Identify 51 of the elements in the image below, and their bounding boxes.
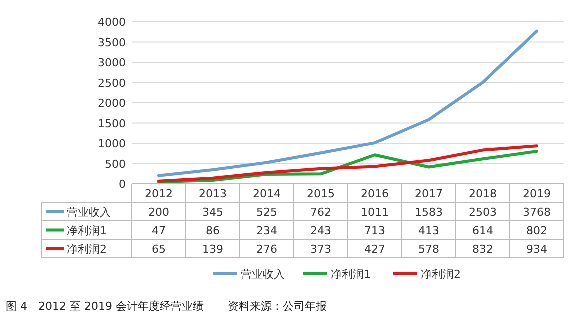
y-tick-label: 1500 [98,117,126,130]
data-label: 578 [418,243,440,256]
data-label: 525 [256,206,278,219]
y-tick-label: 0 [119,178,126,191]
text: 营业收入 [241,268,285,281]
data-label: 373 [310,243,332,256]
data-label: 762 [310,206,332,219]
x-tick-label: 2015 [307,188,335,200]
legend-label: 净利润1 [67,224,107,238]
x-tick-label: 2013 [199,188,227,200]
data-label: 427 [364,243,386,256]
data-label: 65 [152,243,166,256]
y-tick-label: 2500 [98,76,126,90]
y-tick-label: 500 [105,158,126,171]
y-tick-label: 4000 [98,16,126,29]
caption: 图 4 2012 至 2019 会计年度经营业绩 [6,300,204,313]
y-tick-label: 1000 [98,138,126,150]
data-label: 47 [152,224,166,238]
text: 资料来源：公司年报 [228,300,327,313]
data-label: 934 [526,243,548,256]
y-tick-label: 3500 [98,36,126,50]
x-tick-label: 2019 [523,188,551,200]
data-label: 86 [206,224,220,238]
legend-label: 营业收入 [67,206,111,219]
data-label: 1011 [361,206,389,219]
data-label: 614 [472,224,494,238]
y-tick-label: 3000 [98,56,126,70]
data-label: 139 [202,243,224,256]
data-label: 713 [364,224,386,238]
text: 净利润1 [331,268,371,281]
x-tick-label: 2016 [361,188,389,200]
data-label: 345 [202,206,224,219]
data-label: 200 [148,206,170,219]
y-tick-label: 2000 [98,97,126,110]
text: 净利润2 [421,268,461,281]
data-label: 832 [472,243,494,256]
data-label: 234 [256,224,278,238]
data-label: 243 [310,224,332,238]
data-label: 413 [418,224,440,238]
x-tick-label: 2014 [253,188,281,200]
data-label: 3768 [523,206,551,219]
x-tick-label: 2018 [469,188,497,200]
data-label: 2503 [469,206,497,219]
data-label: 276 [256,243,278,256]
data-label: 802 [526,224,548,238]
x-tick-label: 2012 [145,188,173,200]
legend-label: 净利润2 [67,243,107,256]
line-series [158,30,538,178]
x-tick-label: 2017 [415,188,443,200]
line-series [158,144,538,183]
data-label: 1583 [415,206,443,219]
